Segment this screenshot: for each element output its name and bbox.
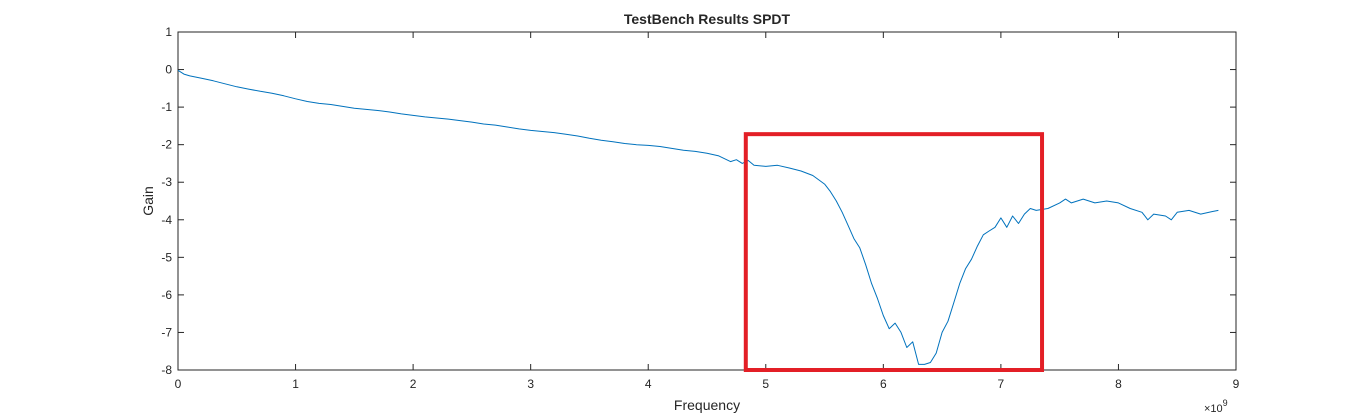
x-exponent-label: ×109 bbox=[1204, 398, 1228, 415]
x-tick-label-6: 6 bbox=[880, 377, 887, 391]
x-tick-label-1: 1 bbox=[292, 377, 299, 391]
x-tick-label-9: 9 bbox=[1233, 377, 1240, 391]
gain-series-line-0 bbox=[177, 69, 1219, 365]
y-axis-label: Gain bbox=[140, 186, 156, 216]
x-tick-label-0: 0 bbox=[175, 377, 182, 391]
x-axis-tick-labels: 0 1 2 3 4 5 6 7 8 9 bbox=[175, 377, 1240, 391]
y-axis-tick-labels: -8 -7 -6 -5 -4 -3 -2 -1 0 1 bbox=[161, 25, 172, 377]
series-layer bbox=[177, 69, 1219, 365]
x-tick-label-5: 5 bbox=[762, 377, 769, 391]
y-tick-label-2: -6 bbox=[161, 288, 172, 302]
axes-box bbox=[177, 31, 1237, 371]
y-tick-label-8: 0 bbox=[165, 63, 172, 77]
y-tick-label-7: -1 bbox=[161, 100, 172, 114]
x-axis-label: Frequency bbox=[674, 397, 740, 413]
x-tick-label-7: 7 bbox=[998, 377, 1005, 391]
x-tick-label-2: 2 bbox=[410, 377, 417, 391]
y-tick-label-0: -8 bbox=[161, 363, 172, 377]
x-tick-label-3: 3 bbox=[527, 377, 534, 391]
y-tick-label-9: 1 bbox=[165, 25, 172, 39]
y-tick-label-4: -4 bbox=[161, 213, 172, 227]
x-exponent-base: ×10 bbox=[1204, 403, 1223, 415]
plot-area bbox=[177, 31, 1237, 371]
highlight-box bbox=[743, 132, 1045, 372]
x-exponent-power: 9 bbox=[1223, 398, 1228, 408]
x-tick-label-8: 8 bbox=[1115, 377, 1122, 391]
chart-title: TestBench Results SPDT bbox=[624, 11, 791, 27]
x-tick-label-4: 4 bbox=[645, 377, 652, 391]
y-tick-label-5: -3 bbox=[161, 175, 172, 189]
y-tick-label-1: -7 bbox=[161, 325, 172, 339]
y-tick-label-3: -5 bbox=[161, 250, 172, 264]
y-tick-label-6: -2 bbox=[161, 138, 172, 152]
y-axis-ticks bbox=[178, 31, 1236, 371]
highlight-layer bbox=[743, 132, 1045, 372]
